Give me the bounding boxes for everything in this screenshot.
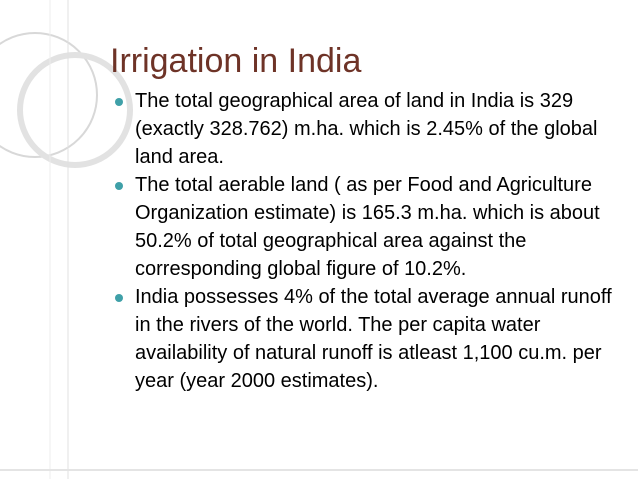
slide-title: Irrigation in India xyxy=(110,42,362,80)
bullet-list: The total geographical area of land in I… xyxy=(115,87,617,395)
bullet-item: The total aerable land ( as per Food and… xyxy=(115,171,617,283)
deco-circle xyxy=(0,32,98,158)
bullet-item: The total geographical area of land in I… xyxy=(115,87,617,171)
deco-circle xyxy=(17,52,133,168)
bullet-item: India possesses 4% of the total average … xyxy=(115,283,617,395)
